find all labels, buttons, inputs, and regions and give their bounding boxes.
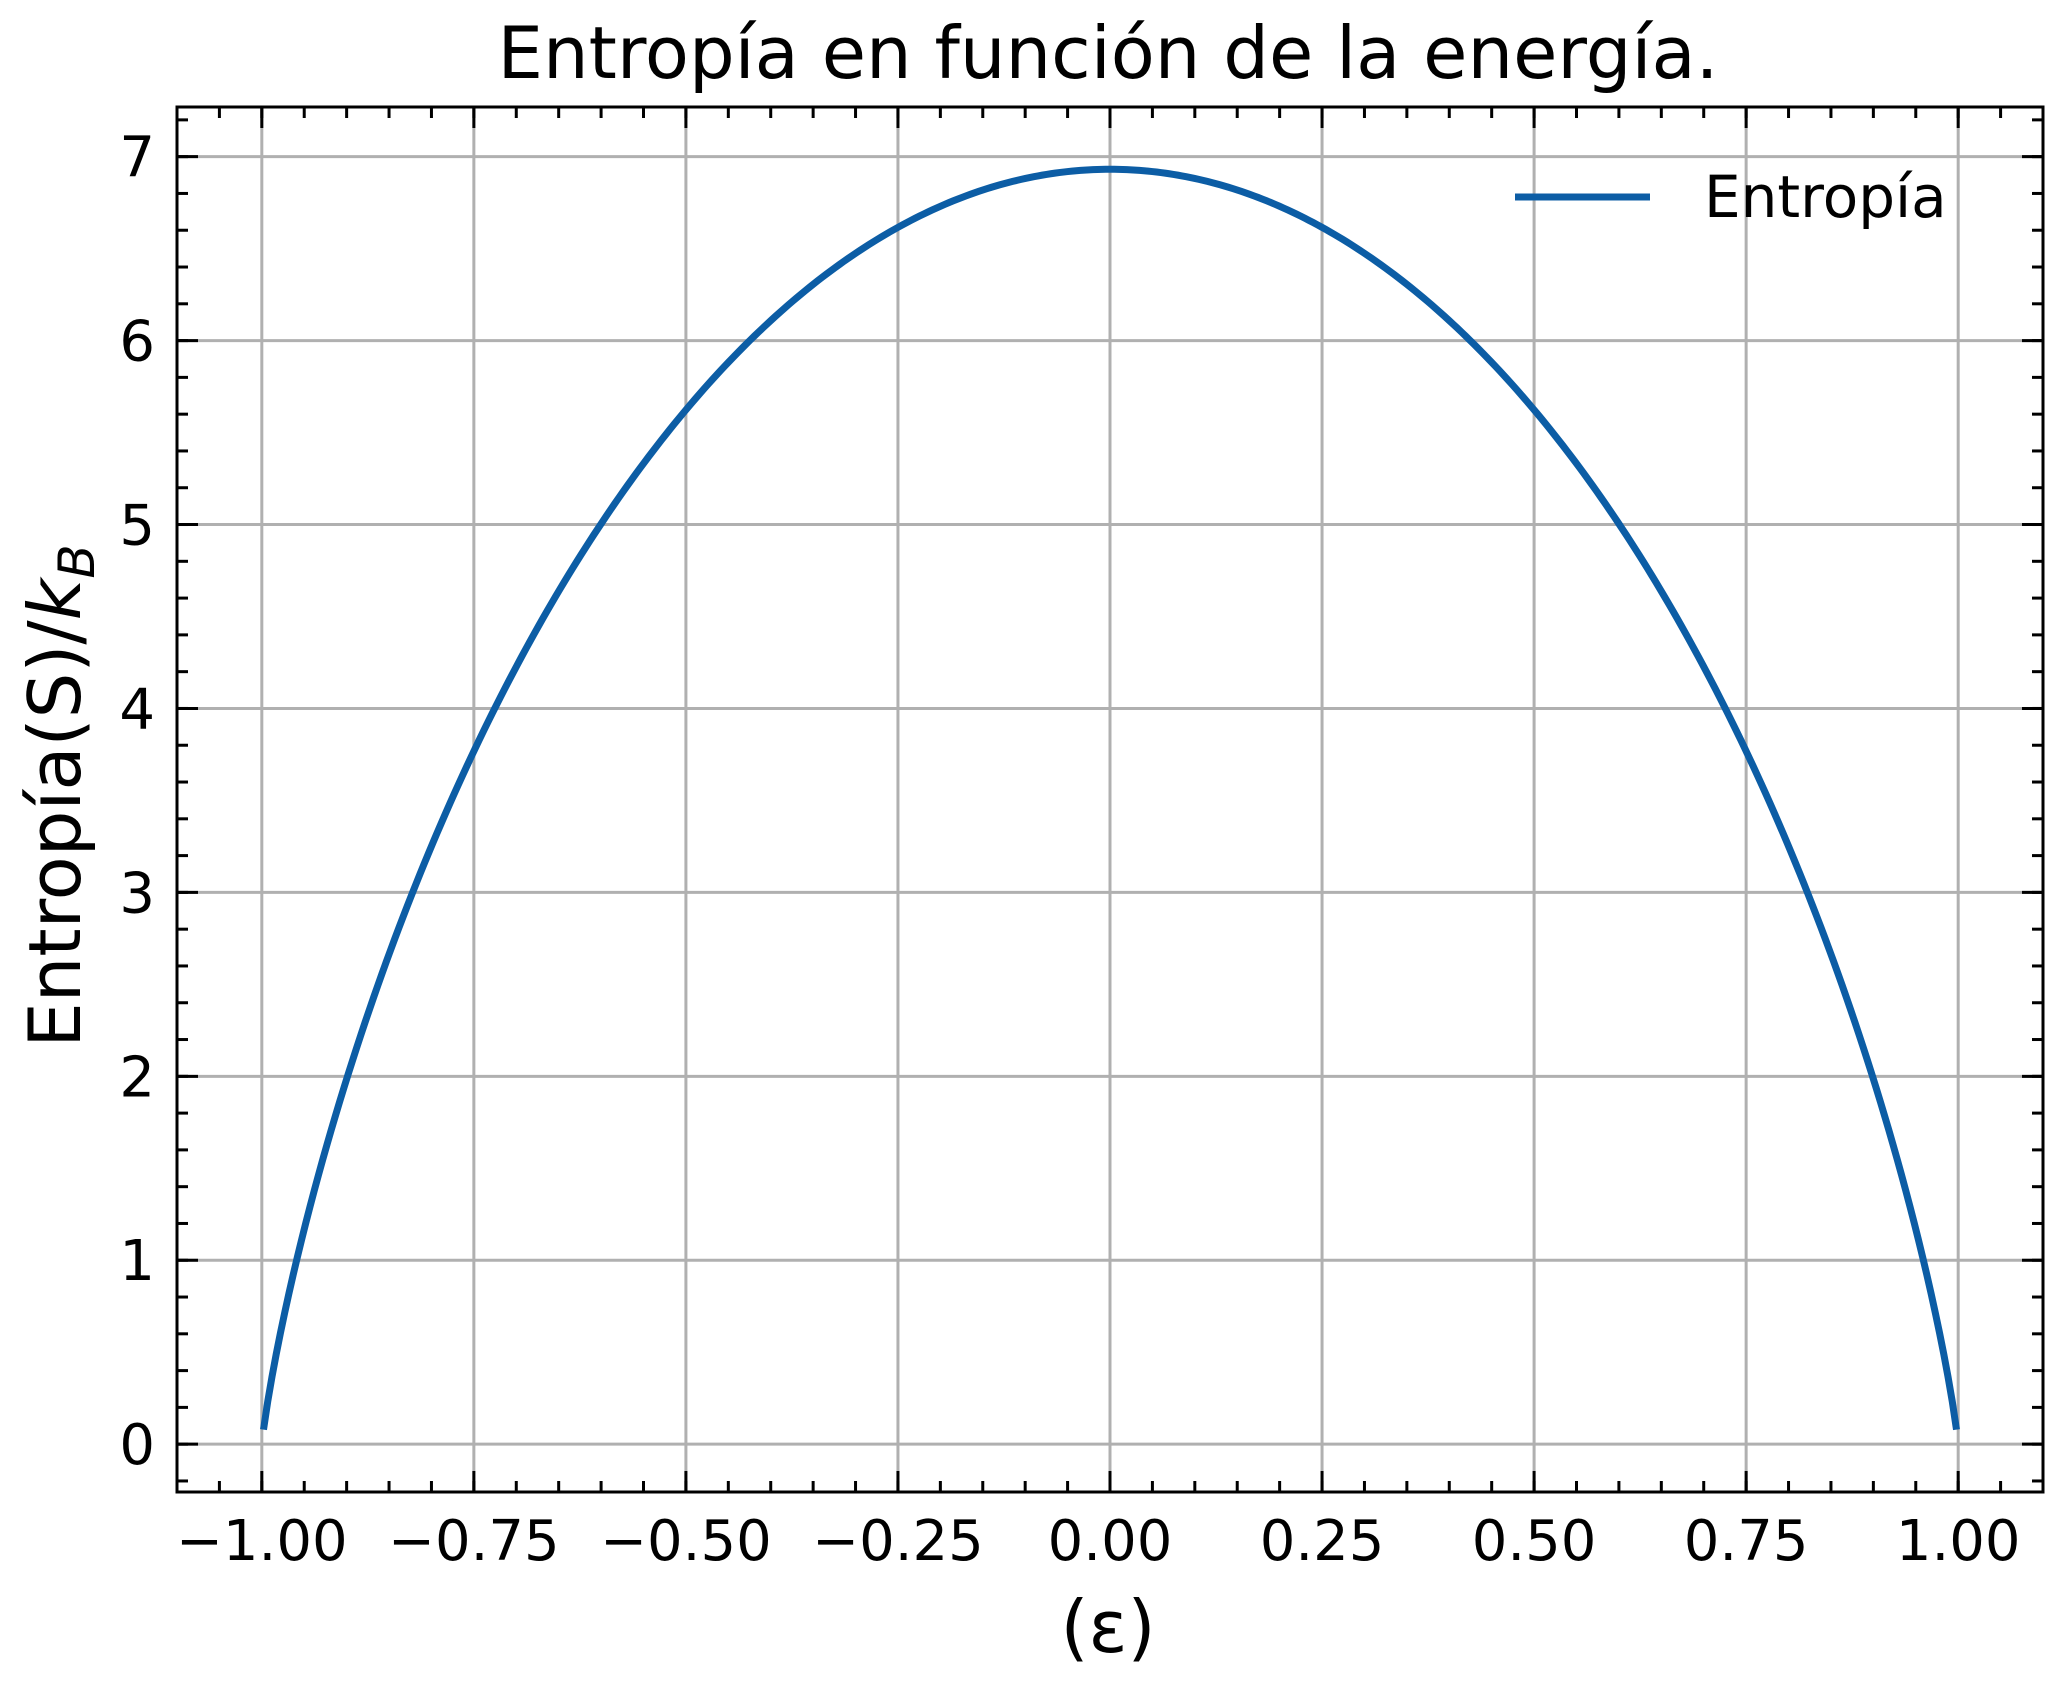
y-tick-label: 7 <box>119 126 155 191</box>
x-tick-label: 0.00 <box>1048 1509 1173 1574</box>
y-tick-label: 1 <box>119 1229 155 1294</box>
x-tick-label: 0.50 <box>1472 1509 1597 1574</box>
tick-labels: −1.00 −0.75 −0.50 −0.25 0.00 0.25 0.50 0.75 1.00… <box>119 126 2020 1574</box>
legend-label: Entropía <box>1704 163 1947 231</box>
x-axis-label: (ε) <box>1060 1585 1155 1669</box>
y-tick-label: 4 <box>119 677 155 742</box>
y-axis-label-subscript: B <box>48 544 106 578</box>
plot-frame <box>175 105 2045 1494</box>
axis-ticks <box>175 107 2045 1492</box>
x-tick-label: −1.00 <box>176 1509 348 1574</box>
y-tick-label: 2 <box>119 1045 155 1110</box>
chart-title: Entropía en función de la energía. <box>498 11 1719 95</box>
x-tick-label: −0.50 <box>600 1509 772 1574</box>
x-tick-label: −0.75 <box>388 1509 560 1574</box>
series-line <box>260 165 1960 1431</box>
x-tick-label: 0.75 <box>1684 1509 1809 1574</box>
y-tick-label: 5 <box>119 494 155 559</box>
x-tick-label: −0.25 <box>812 1509 984 1574</box>
y-tick-label: 3 <box>119 861 155 926</box>
x-tick-label: 1.00 <box>1896 1509 2021 1574</box>
plot-series <box>260 165 1960 1431</box>
y-axis-label-main: Entropía(S)/ <box>13 620 97 1048</box>
grid-lines <box>177 107 2043 1492</box>
y-axis-label-k: k <box>13 575 97 620</box>
y-tick-label: 0 <box>119 1413 155 1478</box>
legend: Entropía <box>1515 163 1947 231</box>
x-tick-label: 0.25 <box>1260 1509 1385 1574</box>
y-tick-label: 6 <box>119 310 155 375</box>
y-axis-label: Entropía(S)/kB <box>13 544 106 1047</box>
